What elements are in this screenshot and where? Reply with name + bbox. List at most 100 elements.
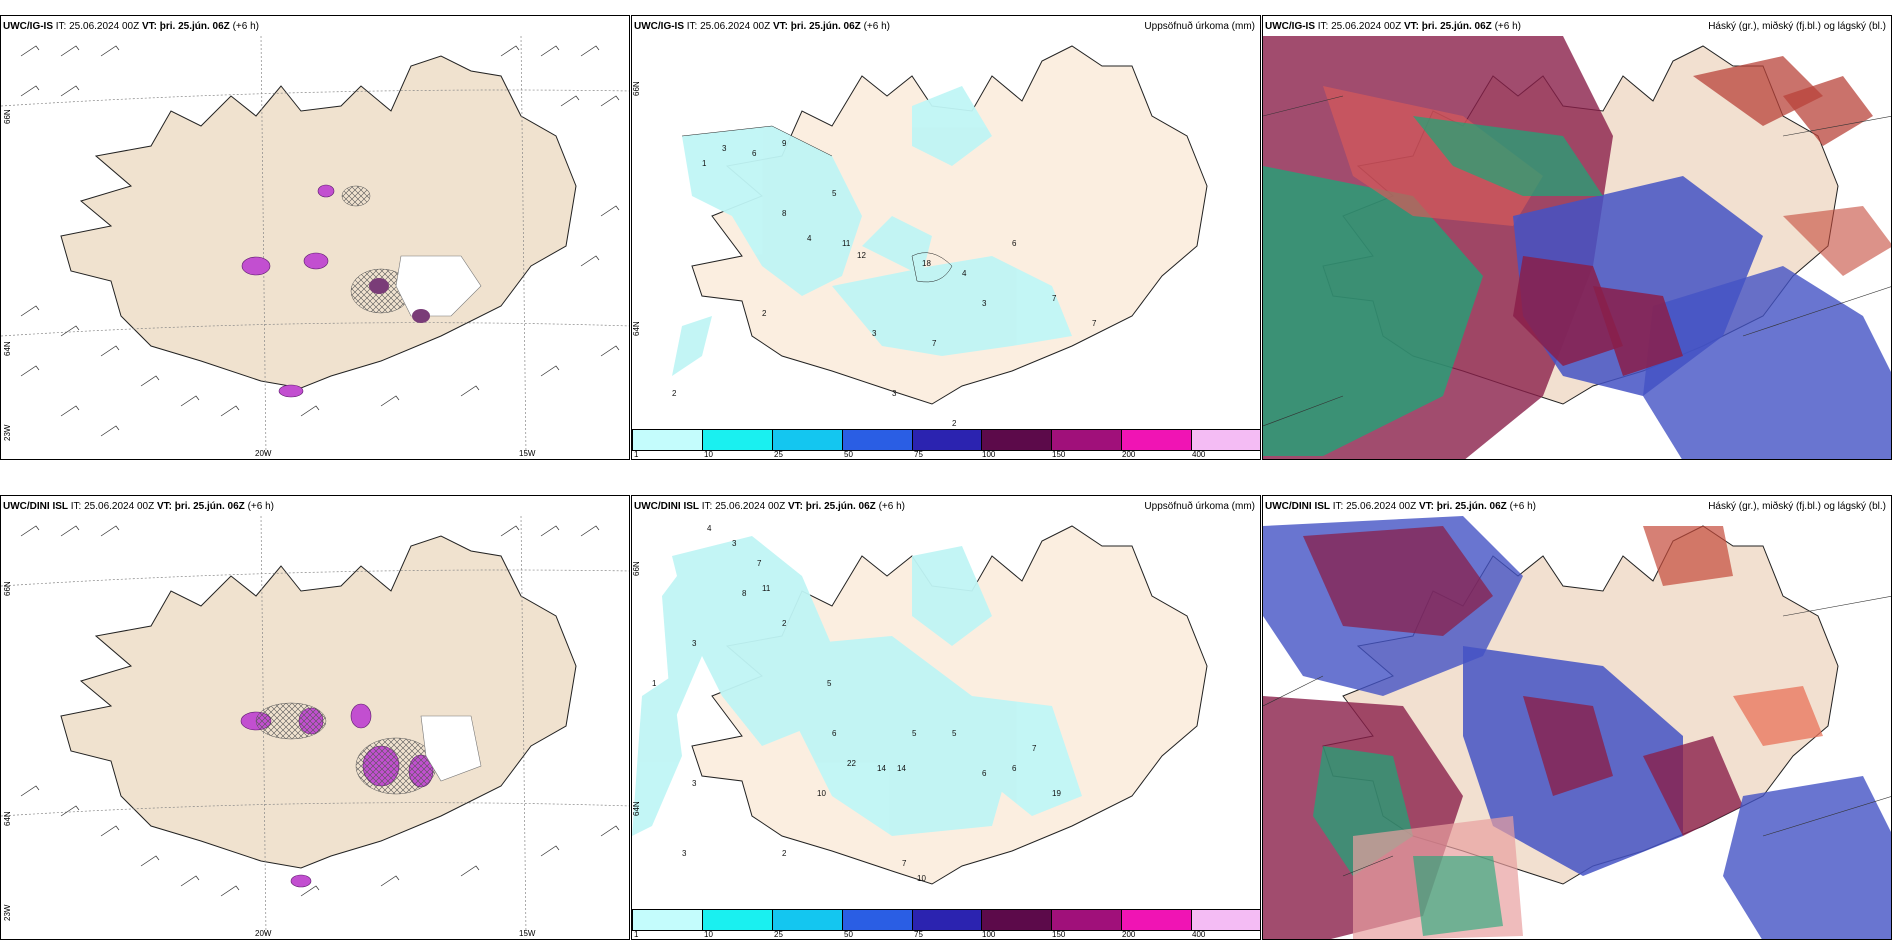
colorbar-swatch-8 <box>1121 429 1192 451</box>
colorbar <box>632 909 1260 931</box>
colorbar-swatch-9 <box>1191 429 1260 451</box>
svg-text:5: 5 <box>952 729 957 738</box>
svg-text:3: 3 <box>692 639 697 648</box>
svg-text:5: 5 <box>832 189 837 198</box>
colorbar-swatch-3 <box>771 429 842 451</box>
lat-label-64n: 64N <box>632 321 641 336</box>
svg-text:18: 18 <box>922 259 931 268</box>
svg-text:3: 3 <box>892 389 897 398</box>
map-iceland-wind-1 <box>1 35 629 457</box>
svg-text:5: 5 <box>912 729 917 738</box>
panel-dini-wind: UWC/DINI ISL IT: 25.06.2024 00Z VT: þri.… <box>0 495 630 940</box>
svg-text:3: 3 <box>732 539 737 548</box>
lon-label-20w: 20W <box>255 929 272 938</box>
panel-title: UWC/IG-IS IT: 25.06.2024 00Z VT: þri. 25… <box>1265 21 1521 32</box>
svg-text:11: 11 <box>842 239 851 248</box>
colorbar-swatch-4 <box>841 429 912 451</box>
svg-text:11: 11 <box>762 584 771 593</box>
lat-label-23w: 23W <box>3 424 12 441</box>
colorbar-swatch-2 <box>701 429 772 451</box>
cloud-layers <box>1263 36 1891 459</box>
panel-ig-is-clouds: UWC/IG-IS IT: 25.06.2024 00Z VT: þri. 25… <box>1262 15 1892 460</box>
colorbar-ticks: 1 10 25 50 75 100 150 200 400 <box>634 450 1206 459</box>
svg-text:8: 8 <box>782 209 787 218</box>
field-name: Uppsöfnuð úrkoma (mm) <box>1144 21 1255 32</box>
svg-text:14: 14 <box>877 764 886 773</box>
svg-text:7: 7 <box>1092 319 1097 328</box>
lat-label-64n: 64N <box>632 801 641 816</box>
colorbar-swatch-7 <box>1051 429 1122 451</box>
field-name: Uppsöfnuð úrkoma (mm) <box>1144 501 1255 512</box>
panel-title: UWC/DINI ISL IT: 25.06.2024 00Z VT: þri.… <box>634 501 905 512</box>
svg-text:7: 7 <box>1032 744 1037 753</box>
colorbar-swatch-2 <box>701 909 772 931</box>
svg-text:2: 2 <box>782 619 787 628</box>
precip-areas <box>241 184 335 398</box>
svg-text:1: 1 <box>702 159 707 168</box>
svg-text:6: 6 <box>832 729 837 738</box>
svg-text:19: 19 <box>1052 789 1061 798</box>
panel-title: UWC/IG-IS IT: 25.06.2024 00Z VT: þri. 25… <box>634 21 890 32</box>
svg-text:3: 3 <box>722 144 727 153</box>
colorbar-swatch-6 <box>981 909 1052 931</box>
colorbar-swatch-5 <box>911 909 982 931</box>
svg-text:6: 6 <box>1012 764 1017 773</box>
panel-ig-is-wind: UWC/IG-IS IT: 25.06.2024 00Z VT: þri. 25… <box>0 15 630 460</box>
svg-text:7: 7 <box>932 339 937 348</box>
field-name: Háský (gr.), miðský (fj.bl.) og lágský (… <box>1708 21 1886 32</box>
map-iceland-precip-2: 4 3 7 8 11 2 3 5 6 22 14 14 10 5 5 6 6 7… <box>632 524 1208 918</box>
svg-text:1: 1 <box>652 679 657 688</box>
svg-text:4: 4 <box>807 234 812 243</box>
lat-label-64n: 64N <box>3 341 12 356</box>
svg-text:2: 2 <box>782 849 787 858</box>
svg-text:7: 7 <box>902 859 907 868</box>
lon-label-15w: 15W <box>519 929 536 938</box>
svg-text:9: 9 <box>782 139 787 148</box>
svg-text:3: 3 <box>982 299 987 308</box>
lat-label-23w: 23W <box>3 904 12 921</box>
colorbar-swatch-5 <box>911 429 982 451</box>
svg-text:12: 12 <box>857 251 866 260</box>
colorbar-swatch-1 <box>632 909 702 931</box>
svg-text:3: 3 <box>872 329 877 338</box>
colorbar-swatch-9 <box>1191 909 1260 931</box>
colorbar-swatch-3 <box>771 909 842 931</box>
lon-label-15w: 15W <box>519 449 536 458</box>
lon-label-20w: 20W <box>255 449 272 458</box>
svg-text:5: 5 <box>827 679 832 688</box>
colorbar-swatch-7 <box>1051 909 1122 931</box>
svg-text:6: 6 <box>752 149 757 158</box>
lat-label-64n: 64N <box>3 811 12 826</box>
precip-cyan-areas <box>672 86 1072 376</box>
colorbar-swatch-4 <box>841 909 912 931</box>
svg-text:2: 2 <box>952 419 957 428</box>
svg-text:4: 4 <box>962 269 967 278</box>
svg-text:10: 10 <box>917 874 926 883</box>
svg-text:2: 2 <box>672 389 677 398</box>
wind-barbs <box>20 45 620 437</box>
svg-text:3: 3 <box>692 779 697 788</box>
panel-title: UWC/DINI ISL IT: 25.06.2024 00Z VT: þri.… <box>3 501 274 512</box>
map-iceland-wind-2 <box>1 515 629 937</box>
map-iceland-precip-1: 9 6 3 1 8 4 5 11 12 18 4 3 7 3 3 6 7 7 2… <box>672 45 1208 438</box>
colorbar-swatch-6 <box>981 429 1052 451</box>
lat-label-66n: 66N <box>632 81 641 96</box>
map-iceland-clouds-2 <box>1263 516 1891 939</box>
panel-title: UWC/IG-IS IT: 25.06.2024 00Z VT: þri. 25… <box>3 21 259 32</box>
colorbar-ticks: 1 10 25 50 75 100 150 200 400 <box>634 930 1206 939</box>
svg-text:2: 2 <box>762 309 767 318</box>
svg-text:8: 8 <box>742 589 747 598</box>
panel-dini-clouds: UWC/DINI ISL IT: 25.06.2024 00Z VT: þri.… <box>1262 495 1892 940</box>
panel-ig-is-precip: 9 6 3 1 8 4 5 11 12 18 4 3 7 3 3 6 7 7 2… <box>631 15 1261 460</box>
colorbar-swatch-1 <box>632 429 702 451</box>
map-iceland-clouds-1 <box>1263 36 1891 459</box>
lat-label-66n: 66N <box>632 561 641 576</box>
lat-label-66n: 66N <box>3 581 12 596</box>
lat-label-66n: 66N <box>3 109 12 124</box>
svg-text:6: 6 <box>982 769 987 778</box>
svg-text:22: 22 <box>847 759 856 768</box>
svg-text:4: 4 <box>707 524 712 533</box>
svg-text:7: 7 <box>757 559 762 568</box>
field-name: Háský (gr.), miðský (fj.bl.) og lágský (… <box>1708 501 1886 512</box>
svg-text:3: 3 <box>682 849 687 858</box>
